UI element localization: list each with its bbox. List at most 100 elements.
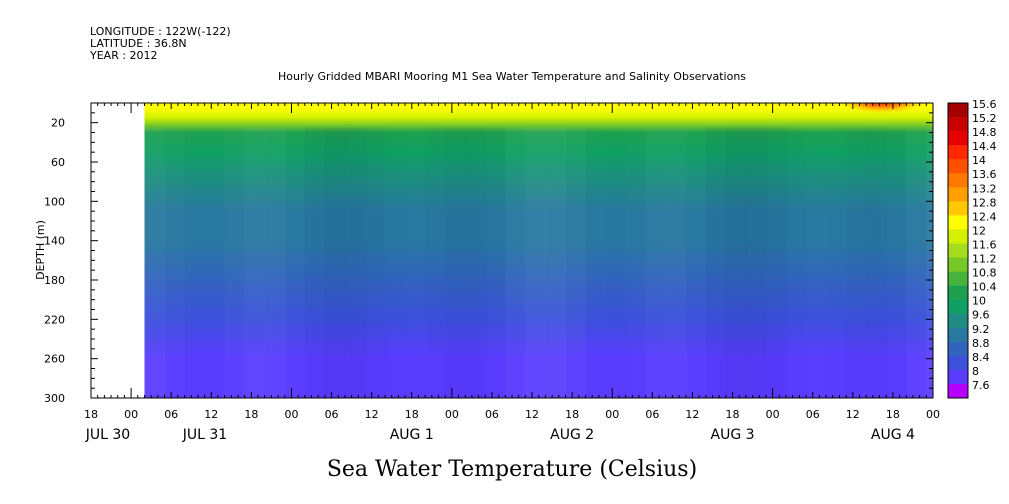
colorbar-swatch [948,285,968,300]
x-date-label: AUG 1 [390,427,434,443]
y-axis-label: DEPTH (m) [34,220,47,280]
variation-band [886,128,907,398]
x-hour-label: 00 [605,408,619,421]
colorbar-label: 13.6 [972,168,997,181]
variation-band [666,128,687,398]
longitude-label: LONGITUDE : 122W(-122) [90,25,231,38]
variation-band [165,128,186,398]
colorbar-label: 10 [972,295,986,308]
x-hour-label: 18 [405,408,419,421]
colorbar-label: 9.2 [972,323,990,336]
colorbar-swatch [948,327,968,343]
colorbar-swatch [948,131,968,146]
variation-band [305,128,326,398]
chart-caption: Sea Water Temperature (Celsius) [327,457,697,482]
variation-band [225,128,246,398]
heatmap [143,103,933,398]
variation-band [425,128,446,398]
variation-band [706,128,727,398]
x-hour-label: 12 [365,408,379,421]
variation-band [144,127,166,398]
y-tick-label: 260 [44,353,65,366]
colorbar-frame [947,102,969,399]
variation-band [385,128,406,398]
y-tick-label: 140 [44,235,65,248]
heatmap-field [144,103,933,398]
variation-band [565,128,586,398]
colorbar-label: 10.8 [972,267,997,280]
variation-band [786,128,807,398]
variation-band [324,127,346,398]
variation-band [205,128,226,398]
x-hour-label: 18 [244,408,258,421]
x-axis: 18 00 06 12 18 00 06 12 18 00 06 12 18 00 06 12 18 00 06 12… [84,388,940,443]
x-hour-label: 18 [565,408,579,421]
colorbar-label: 8.4 [972,351,990,364]
y-axis: 20 60 100 140 180 220 260 300 [44,102,933,405]
y-tick-label: 220 [44,313,65,326]
variation-band [465,128,486,398]
colorbar-swatch [948,145,968,160]
colorbar-label: 14.8 [972,126,997,139]
surface-warm-event [837,103,927,118]
colorbar-label: 11.2 [972,253,997,266]
variation-band [365,128,386,398]
x-hour-label: 12 [685,408,699,421]
variation-band [344,127,366,398]
colorbar: 15.615.214.814.41413.613.212.812.41211.6… [947,98,997,399]
year-label: YEAR : 2012 [89,49,158,62]
latitude-label: LATITUDE : 36.8N [90,37,187,50]
x-hour-label: 18 [726,408,740,421]
variation-band [525,127,546,398]
variation-band [926,127,933,398]
colorbar-swatch [948,187,968,202]
colorbar-swatch [948,369,968,385]
variation-band [626,128,647,398]
variation-band [505,128,526,398]
x-hour-label: 06 [325,408,339,421]
x-date-label: JUL 30 [85,427,130,443]
x-hour-label: 00 [766,408,780,421]
colorbar-swatch [948,257,968,272]
colorbar-swatch [948,341,968,357]
variation-band [185,128,206,398]
colorbar-swatch [948,355,968,371]
y-tick-label: 300 [44,392,65,405]
x-date-label: JUL 31 [182,427,227,443]
variation-band [244,127,266,398]
colorbar-label: 12 [972,224,986,237]
y-tick-label: 180 [44,274,65,287]
colorbar-label: 14.4 [972,140,997,153]
x-hour-label: 06 [806,408,820,421]
variation-band [264,127,286,398]
colorbar-label: 14 [972,154,986,167]
colorbar-label: 15.6 [972,98,997,111]
x-hour-label: 00 [124,408,138,421]
variation-band [545,127,566,398]
x-hour-label: 18 [84,408,98,421]
colorbar-swatch [948,173,968,188]
x-hour-label: 00 [926,408,940,421]
x-hour-label: 00 [445,408,459,421]
variation-band [445,128,466,398]
chart-title: Hourly Gridded MBARI Mooring M1 Sea Wate… [278,70,746,83]
colorbar-label: 9.6 [972,309,990,322]
colorbar-swatch [948,229,968,244]
heatmap-variation [144,127,933,398]
x-hour-label: 12 [204,408,218,421]
x-date-label: AUG 2 [550,427,594,443]
colorbar-label: 13.2 [972,182,997,195]
colorbar-label: 8 [972,365,979,378]
y-tick-label: 20 [51,117,65,130]
variation-band [846,128,867,398]
top-axis [90,103,934,113]
colorbar-label: 15.2 [972,112,997,125]
y-tick-label: 100 [44,195,65,208]
variation-band [725,127,747,398]
x-hour-label: 12 [846,408,860,421]
colorbar-swatch [948,383,968,399]
colorbar-swatch [948,271,968,286]
colorbar-swatch [948,201,968,216]
x-hour-label: 06 [164,408,178,421]
variation-band [646,128,667,398]
